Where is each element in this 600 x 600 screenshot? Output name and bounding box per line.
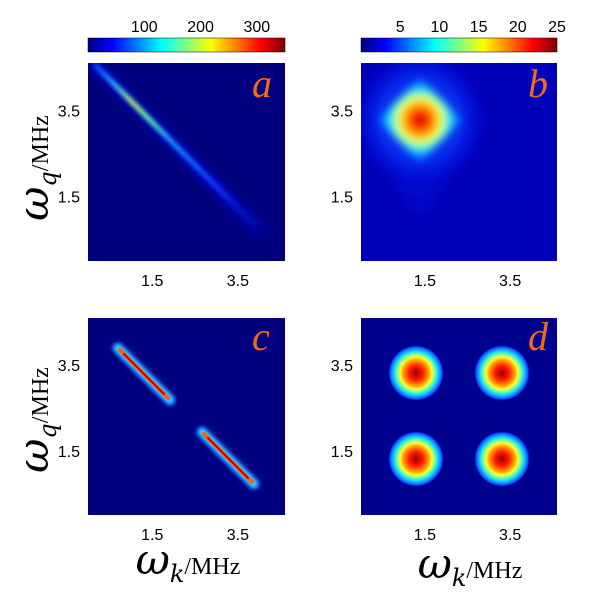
colorbar-tick-a-1: 200 [187, 19, 214, 36]
panel-d-spot [474, 431, 530, 487]
panel-d-spot [388, 431, 444, 487]
panel-c-streak-lower [196, 426, 260, 490]
panel-d-letter: d [528, 314, 549, 359]
x-tick-a-0: 1.5 [141, 273, 163, 290]
colorbar-tick-b-3: 20 [509, 19, 527, 36]
colorbar-left [87, 37, 286, 53]
panel-d: d [361, 314, 557, 515]
x-axis-unit: /MHz [466, 558, 522, 584]
panel-a-letter: a [252, 61, 272, 106]
y-axis-label-top: ωq/MHz [9, 115, 62, 221]
x-axis-subscript: k [452, 564, 467, 592]
colorbar-tick-b-2: 15 [470, 19, 488, 36]
panel-b: b [361, 61, 557, 261]
y-axis-subscript: q [34, 423, 62, 438]
panel-c: c [88, 314, 285, 515]
colorbar-tick-b-1: 10 [431, 19, 449, 36]
y-axis-subscript: q [34, 171, 62, 186]
panel-d-background [361, 318, 557, 515]
x-axis-symbol: ω [418, 539, 452, 588]
y-tick-c-0: 3.5 [58, 358, 80, 375]
y-tick-d-0: 3.5 [331, 358, 353, 375]
colorbar-tick-b-0: 5 [396, 19, 405, 36]
y-axis-unit: /MHz [28, 367, 54, 423]
x-axis-unit: /MHz [184, 554, 240, 580]
colorbar-tick-b-4: 25 [548, 19, 566, 36]
x-tick-d-0: 1.5 [414, 527, 436, 544]
y-tick-a-1: 1.5 [58, 189, 80, 206]
panel-d-spot [388, 345, 444, 401]
x-tick-c-0: 1.5 [141, 527, 163, 544]
colorbar-right [360, 37, 558, 53]
y-tick-b-1: 1.5 [331, 189, 353, 206]
svg-text:ωk/MHz: ωk/MHz [418, 539, 523, 592]
panel-d-spot [474, 345, 530, 401]
y-tick-d-1: 1.5 [331, 444, 353, 461]
colorbar-tick-a-2: 300 [244, 19, 271, 36]
panel-b-spot [378, 78, 462, 162]
panel-a-ridge [92, 63, 265, 235]
colorbar-tick-a-0: 100 [131, 19, 158, 36]
x-tick-b-1: 3.5 [499, 273, 521, 290]
x-axis-subscript: k [170, 560, 185, 588]
panel-a: a [88, 61, 285, 261]
svg-text:ωk/MHz: ωk/MHz [136, 535, 241, 588]
colorbar-tick-labels: 100 200 300 5 10 15 20 25 [131, 19, 566, 36]
y-axis-symbol: ω [9, 439, 58, 473]
x-tick-c-1: 3.5 [227, 527, 249, 544]
y-axis-label-bottom: ωq/MHz [9, 367, 62, 473]
x-tick-b-0: 1.5 [414, 273, 436, 290]
panel-b-letter: b [528, 61, 548, 106]
y-tick-c-1: 1.5 [58, 444, 80, 461]
svg-text:ωq/MHz: ωq/MHz [9, 115, 62, 221]
x-tick-d-1: 3.5 [499, 527, 521, 544]
axis-tick-labels: 1.5 3.5 3.5 1.5 1.5 3.5 3.5 1.5 1.5 3.5 3.5 1.5 1.5 3… [58, 103, 522, 544]
y-axis-symbol: ω [9, 187, 58, 221]
x-tick-a-1: 3.5 [227, 273, 249, 290]
x-axis-symbol: ω [136, 535, 170, 584]
y-tick-b-0: 3.5 [331, 103, 353, 120]
panel-c-streak-upper [112, 342, 176, 406]
x-axis-label-left: ωk/MHz [136, 535, 241, 588]
y-tick-a-0: 3.5 [58, 103, 80, 120]
y-axis-unit: /MHz [28, 115, 54, 171]
svg-text:ωq/MHz: ωq/MHz [9, 367, 62, 473]
x-axis-label-right: ωk/MHz [418, 539, 523, 592]
panel-c-letter: c [252, 314, 270, 359]
